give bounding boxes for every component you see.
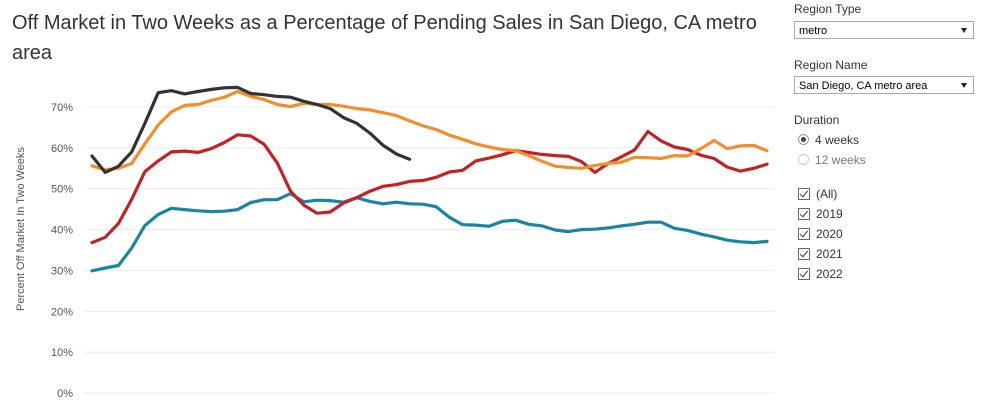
year-filter-all[interactable]: (All): [798, 185, 837, 203]
region-name-select[interactable]: San Diego, CA metro area: [794, 76, 974, 94]
duration-option-4-weeks[interactable]: 4 weeks: [798, 131, 859, 149]
series-lines: [90, 85, 769, 273]
year-filter-2020[interactable]: 2020: [798, 225, 843, 243]
year-filter-2022[interactable]: 2022: [798, 265, 843, 283]
duration-option-label: 12 weeks: [815, 153, 866, 167]
duration-option-label: 4 weeks: [815, 133, 860, 147]
series-line-2020[interactable]: [90, 129, 769, 245]
series-line-2019[interactable]: [90, 192, 769, 273]
series-line-2022[interactable]: [90, 85, 412, 174]
region-name-value: San Diego, CA metro area: [799, 80, 928, 92]
series-line-2021[interactable]: [90, 89, 769, 172]
region-type-label: Region Type: [794, 2, 862, 16]
region-type-select[interactable]: metro: [794, 21, 974, 39]
year-filter-label: 2019: [816, 207, 843, 221]
chevron-down-icon: [961, 83, 967, 88]
y-tick-label: 70%: [51, 102, 73, 114]
y-tick-labels: 0% 10% 20% 30% 40% 50% 60% 70%: [51, 102, 73, 400]
checkbox-checked-icon[interactable]: [798, 208, 810, 220]
region-name-label: Region Name: [794, 58, 868, 72]
y-tick-label: 50%: [51, 184, 73, 196]
y-tick-label: 30%: [51, 265, 73, 277]
year-filter-2019[interactable]: 2019: [798, 205, 843, 223]
year-filter-label: 2020: [816, 227, 843, 241]
y-tick-label: 40%: [51, 225, 73, 237]
checkbox-checked-icon[interactable]: [798, 248, 810, 260]
checkbox-checked-icon[interactable]: [798, 268, 810, 280]
duration-option-12-weeks[interactable]: 12 weeks: [798, 151, 866, 169]
radio-selected-icon[interactable]: [798, 134, 809, 145]
line-chart: 0% 10% 20% 30% 40% 50% 60% 70%: [51, 85, 775, 400]
year-filter-label: 2022: [816, 267, 843, 281]
year-filter-label: 2021: [816, 247, 843, 261]
radio-unselected-icon[interactable]: [798, 154, 809, 165]
chart-title: Off Market in Two Weeks as a Percentage …: [12, 12, 757, 64]
y-tick-label: 20%: [51, 306, 73, 318]
chevron-down-icon: [961, 28, 967, 33]
checkbox-checked-icon[interactable]: [798, 228, 810, 240]
year-filter-label: (All): [816, 187, 838, 201]
y-axis-label: Percent Off Market In Two Weeks: [15, 147, 27, 311]
y-tick-label: 10%: [51, 347, 73, 359]
y-tick-label: 60%: [51, 143, 73, 155]
region-type-value: metro: [799, 25, 828, 37]
y-tick-label: 0%: [57, 388, 73, 400]
checkbox-checked-icon[interactable]: [798, 188, 810, 200]
duration-label: Duration: [794, 113, 840, 127]
gridlines: [84, 106, 775, 394]
year-filter-2021[interactable]: 2021: [798, 245, 843, 263]
